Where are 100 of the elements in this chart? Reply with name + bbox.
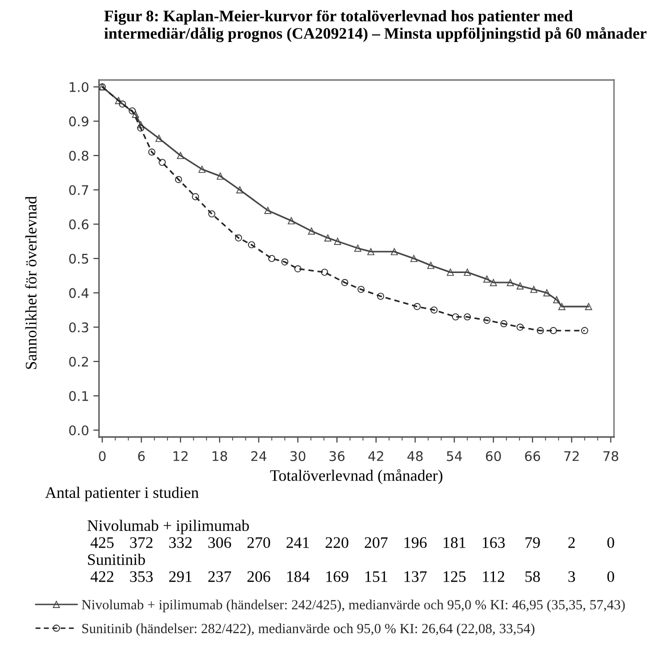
text: 425 [90, 537, 114, 548]
point [581, 327, 588, 334]
point [483, 316, 490, 324]
point [414, 303, 421, 310]
text: 58 [525, 571, 540, 582]
y-tick-label: 0.0 [69, 425, 88, 436]
point [132, 110, 140, 118]
text: 0 [607, 571, 614, 582]
point [341, 278, 348, 286]
point [530, 286, 538, 293]
y-tick-label: 0.6 [69, 219, 88, 230]
x-tick-label: 48 [407, 451, 423, 462]
point [208, 210, 216, 218]
text: 184 [287, 571, 310, 582]
point [248, 241, 256, 248]
point [128, 107, 136, 114]
text: 332 [169, 537, 192, 548]
legend-label: Nivolumab + ipilimumab (händelser: 242/425), medianvärde och 95,0 % KI: 46,95 (35,35, 57,43) [82, 600, 625, 612]
point [390, 248, 398, 256]
point [137, 124, 144, 132]
point [430, 306, 438, 314]
x-tick-label: 54 [446, 451, 462, 462]
point [216, 172, 224, 180]
point [176, 152, 184, 160]
x-tick-label: 30 [290, 451, 306, 462]
point [536, 327, 544, 334]
point [155, 134, 163, 142]
text: 125 [444, 571, 466, 582]
point [281, 258, 288, 266]
point [585, 303, 592, 310]
x-tick-label: 12 [174, 451, 188, 461]
point [500, 320, 508, 328]
text: 0 [607, 537, 614, 548]
text: 207 [364, 537, 388, 548]
point [148, 148, 156, 156]
text: Antal patienter i studien [45, 486, 199, 502]
x-tick-label: 60 [486, 451, 501, 462]
point [506, 278, 514, 286]
point [427, 262, 434, 269]
text: 306 [208, 537, 232, 548]
text: 353 [130, 571, 153, 582]
y-tick-label: 0.7 [69, 185, 88, 196]
point [321, 268, 328, 276]
x-tick-label: 24 [251, 451, 266, 461]
text: Nivolumab + ipilimumab [87, 520, 249, 534]
y-tick-label: 0.1 [69, 391, 88, 402]
text: 372 [130, 537, 152, 548]
y-tick-label: 0.3 [69, 322, 88, 332]
point [268, 254, 276, 262]
x-tick-label: 66 [525, 451, 540, 462]
y-tick-label: 0.4 [69, 288, 89, 298]
y-tick-label: 0.5 [69, 254, 88, 264]
point [288, 217, 295, 224]
point [543, 289, 550, 296]
point [377, 292, 384, 300]
text: 206 [247, 571, 270, 582]
point [137, 121, 144, 128]
text: 422 [90, 571, 114, 582]
text: 220 [326, 537, 348, 548]
text: 137 [404, 571, 427, 582]
text: 237 [208, 571, 232, 582]
point [452, 313, 460, 320]
point [115, 97, 122, 104]
point [294, 265, 302, 272]
point [446, 268, 454, 276]
x-tick-label: 6 [138, 451, 145, 462]
text: 3 [568, 571, 575, 582]
chart-title: Figur 8: Kaplan-Meier-kurvor för totalöverlevnad hos patienter med intermediär/dålig prognos (CA209214) – Minsta uppföljningstid på 60 månader [104, 10, 646, 42]
point [490, 278, 497, 286]
text: 196 [404, 537, 427, 548]
point [550, 327, 557, 334]
text: 79 [526, 537, 540, 548]
text: 291 [169, 571, 192, 582]
point [198, 166, 206, 173]
x-axis-title: Totalöverlevnad (månader) [270, 469, 442, 484]
y-tick-label: 1.0 [70, 82, 88, 92]
x-tick-label: 78 [603, 451, 618, 462]
y-tick-label: 0.8 [69, 150, 88, 161]
point [358, 286, 365, 293]
point [516, 282, 524, 290]
point [354, 244, 362, 252]
text: 112 [483, 571, 504, 582]
y-axis-title: Sannolikhet för överlevnad [25, 196, 37, 369]
point [324, 234, 332, 242]
point [553, 296, 560, 304]
point [308, 227, 316, 235]
point [410, 254, 418, 262]
point [158, 158, 166, 166]
y-tick-label: 0.2 [69, 356, 88, 367]
point [264, 206, 272, 214]
x-tick-label: 36 [330, 451, 345, 462]
point [334, 238, 342, 245]
point [236, 186, 244, 194]
text: 181 [444, 537, 466, 548]
point [174, 176, 182, 184]
text: 270 [247, 537, 270, 548]
point [464, 313, 471, 320]
text: 241 [286, 537, 309, 548]
text: Sunitinib [88, 554, 145, 565]
text: 163 [482, 537, 505, 548]
